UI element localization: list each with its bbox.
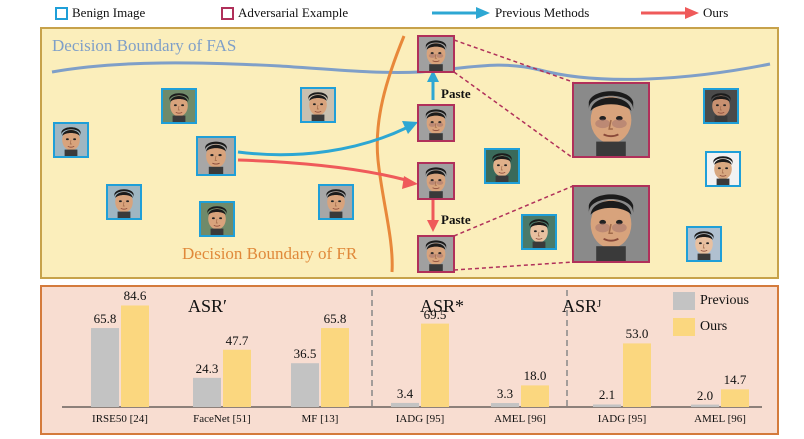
- value-previous-5: 3.3: [496, 386, 514, 402]
- face-benign-4: [106, 184, 142, 220]
- legend-benign-label: Benign Image: [72, 5, 146, 20]
- group-title-2: ASR*: [420, 296, 465, 316]
- face-adv-ours: [417, 162, 455, 200]
- face-adv-zoom-ours: [572, 185, 650, 263]
- bar-previous-7: [691, 404, 719, 407]
- category-label-5: AMEL [96]: [494, 413, 546, 425]
- category-label-4: IADG [95]: [395, 413, 445, 425]
- decision-boundary-panel: [40, 27, 779, 279]
- bar-previous-1: [91, 328, 119, 407]
- value-previous-3: 36.5: [293, 346, 317, 362]
- bar-ours-4: [421, 323, 449, 407]
- value-ours-2: 47.7: [225, 332, 249, 348]
- face-benign-target-5: [686, 226, 722, 262]
- asr-chart-panel: [40, 285, 779, 435]
- chart-legend-ours-label: Ours: [700, 319, 728, 334]
- category-label-2: FaceNet [51]: [193, 413, 251, 425]
- bar-ours-2: [223, 349, 251, 407]
- category-label-1: IRSE50 [24]: [92, 413, 148, 425]
- fr-boundary-label: Decision Boundary of FR: [182, 244, 358, 263]
- value-ours-7: 14.7: [723, 372, 747, 388]
- legend-previous-swatch: [673, 292, 695, 310]
- face-adv-previous: [417, 104, 455, 142]
- bar-previous-3: [291, 363, 319, 407]
- face-benign-2: [161, 88, 197, 124]
- face-adv-fas-cross: [417, 35, 455, 73]
- bar-previous-2: [193, 377, 221, 407]
- value-ours-4: 69.5: [423, 306, 447, 322]
- face-adv-zoom-previous: [572, 82, 650, 158]
- face-benign-3: [300, 87, 336, 123]
- group-title-3: ASRᴶ: [562, 296, 602, 316]
- legend-ours-arrow-icon: [641, 7, 699, 19]
- value-ours-1: 84.6: [123, 288, 147, 304]
- legend-adversarial-swatch: [221, 7, 234, 20]
- paste-label-top: Paste: [441, 86, 471, 101]
- face-adv-ours-paste: [417, 235, 455, 273]
- bar-ours-1: [121, 305, 149, 407]
- face-benign-target-4: [705, 151, 741, 187]
- face-benign-source: [196, 136, 236, 176]
- face-benign-1: [53, 122, 89, 158]
- previous-method-arrow: [237, 126, 407, 157]
- legend-previous-arrow-icon: [432, 7, 490, 19]
- legend-benign-swatch: [55, 7, 68, 20]
- category-label-3: MF [13]: [301, 413, 339, 425]
- value-ours-5: 18.0: [523, 368, 547, 384]
- value-previous-7: 2.0: [696, 387, 714, 403]
- chart-legend-previous-label: Previous: [700, 293, 749, 308]
- bar-ours-5: [521, 385, 549, 407]
- value-previous-2: 24.3: [195, 360, 219, 376]
- bar-ours-3: [321, 328, 349, 407]
- ours-method-arrow: [237, 158, 407, 182]
- value-previous-1: 65.8: [93, 311, 117, 327]
- value-ours-3: 65.8: [323, 311, 347, 327]
- legend-adversarial-label: Adversarial Example: [238, 5, 349, 20]
- bar-previous-5: [491, 403, 519, 407]
- legend-ours-swatch: [673, 318, 695, 336]
- face-benign-5: [199, 201, 235, 237]
- bar-ours-6: [623, 343, 651, 407]
- value-previous-4: 3.4: [396, 385, 414, 401]
- fas-boundary-label: Decision Boundary of FAS: [52, 36, 237, 55]
- paste-label-bottom: Paste: [441, 212, 471, 227]
- category-label-7: AMEL [96]: [694, 413, 746, 425]
- legend-ours-label: Ours: [703, 5, 729, 20]
- bar-ours-7: [721, 389, 749, 407]
- face-benign-target-1: [484, 148, 520, 184]
- group-title-1: ASR′: [188, 296, 227, 316]
- face-benign-target-3: [703, 88, 739, 124]
- face-benign-6: [318, 184, 354, 220]
- face-benign-target-2: [521, 214, 557, 250]
- category-label-6: IADG [95]: [597, 413, 647, 425]
- bar-previous-4: [391, 402, 419, 407]
- fr-boundary-curve: [375, 35, 406, 273]
- legend-previous-label: Previous Methods: [495, 5, 590, 20]
- value-ours-6: 53.0: [625, 326, 649, 342]
- value-previous-6: 2.1: [598, 387, 616, 403]
- bar-previous-6: [593, 404, 621, 407]
